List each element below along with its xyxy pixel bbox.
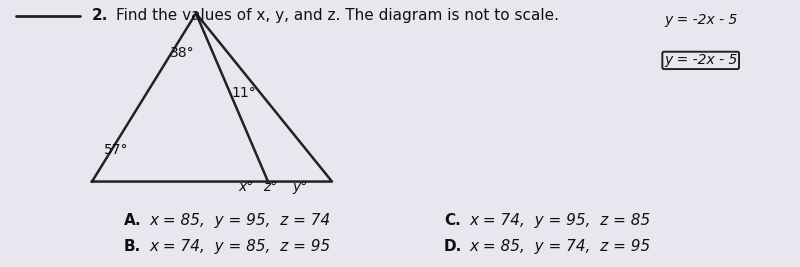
Text: x = 85,  y = 74,  z = 95: x = 85, y = 74, z = 95 [470, 239, 651, 254]
Text: y = -2x - 5: y = -2x - 5 [664, 13, 738, 27]
Text: 57°: 57° [104, 143, 128, 156]
Text: 2.: 2. [92, 8, 108, 23]
Text: 38°: 38° [170, 46, 194, 60]
Text: A.: A. [124, 213, 142, 228]
Text: y°: y° [292, 180, 308, 194]
Text: x = 85,  y = 95,  z = 74: x = 85, y = 95, z = 74 [150, 213, 331, 228]
Text: z°: z° [263, 180, 278, 194]
Text: Find the values of x, y, and z. The diagram is not to scale.: Find the values of x, y, and z. The diag… [116, 8, 559, 23]
Text: B.: B. [124, 239, 142, 254]
Text: y = -2x - 5: y = -2x - 5 [664, 53, 738, 67]
Text: 11°: 11° [232, 87, 256, 100]
Text: D.: D. [444, 239, 462, 254]
Text: x°: x° [238, 180, 254, 194]
Text: x = 74,  y = 95,  z = 85: x = 74, y = 95, z = 85 [470, 213, 651, 228]
Text: C.: C. [444, 213, 461, 228]
Text: x = 74,  y = 85,  z = 95: x = 74, y = 85, z = 95 [150, 239, 331, 254]
